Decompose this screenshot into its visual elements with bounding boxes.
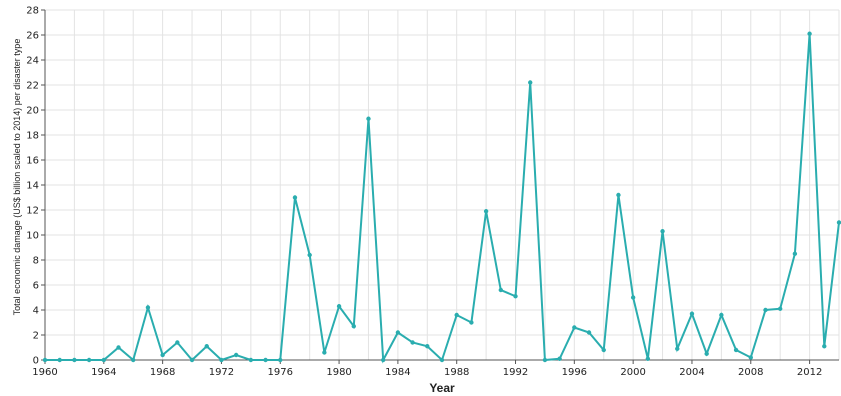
data-point (292, 195, 298, 200)
y-tick-label: 26 (26, 31, 39, 42)
data-point (278, 357, 283, 363)
data-point (542, 357, 548, 363)
data-point (763, 307, 768, 313)
data-point (351, 324, 356, 329)
data-point (601, 347, 606, 353)
x-axis-title: Year (429, 381, 455, 395)
data-point (792, 251, 798, 256)
data-point (689, 311, 695, 316)
data-point (248, 357, 254, 363)
data-point (72, 357, 77, 363)
y-tick-label: 20 (26, 106, 39, 117)
y-tick-label: 24 (26, 56, 39, 67)
y-tick-label: 18 (26, 131, 39, 142)
data-point (160, 352, 165, 358)
grid (44, 9, 840, 361)
data-point (454, 312, 459, 318)
data-point (557, 356, 562, 361)
x-tick-label: 1972 (209, 367, 234, 378)
data-point (748, 355, 753, 360)
data-point (675, 346, 680, 351)
y-tick-label: 6 (33, 281, 39, 292)
data-point (42, 357, 48, 363)
y-tick-label: 10 (26, 231, 39, 242)
data-point (380, 357, 386, 363)
data-point (733, 347, 739, 353)
data-point (322, 350, 327, 355)
y-tick-label: 28 (26, 6, 39, 17)
data-point (513, 294, 518, 299)
data-point (630, 295, 636, 300)
x-tick-label: 2000 (620, 367, 645, 378)
data-point (101, 357, 107, 363)
x-tick-label: 2012 (797, 367, 822, 378)
data-point (233, 352, 239, 358)
axes (41, 9, 839, 364)
series-line (45, 33, 840, 364)
data-point (366, 116, 371, 121)
data-point (395, 330, 401, 335)
data-point (719, 312, 724, 318)
data-point (131, 357, 136, 363)
y-tick-label: 22 (26, 81, 39, 92)
data-point (469, 320, 474, 325)
data-point (777, 306, 783, 311)
data-point (528, 80, 533, 85)
data-point (498, 287, 504, 293)
x-tick-label: 1996 (562, 367, 587, 378)
y-tick-label: 0 (33, 356, 39, 367)
data-point (836, 220, 841, 225)
data-point (116, 345, 121, 350)
data-point (425, 344, 430, 349)
data-point (189, 357, 195, 363)
data-point (336, 304, 342, 309)
data-point (704, 351, 709, 356)
y-tick-label: 16 (26, 156, 39, 167)
data-point (145, 305, 151, 310)
series (42, 31, 841, 364)
data-point (572, 325, 577, 330)
data-point (822, 344, 827, 349)
data-point (807, 31, 812, 36)
data-point (616, 192, 621, 198)
x-tick-label: 1980 (326, 367, 351, 378)
x-tick-label: 1988 (444, 367, 469, 378)
data-point (219, 357, 224, 363)
data-point (439, 357, 445, 363)
data-point (307, 252, 312, 258)
data-point (645, 356, 651, 361)
x-tick-label: 2008 (738, 367, 763, 378)
x-tick-labels: 1960 1964 1968 1972 1976 1980 1984 1988 1992 1996… (32, 367, 822, 378)
data-point (410, 340, 415, 345)
data-point (175, 340, 180, 345)
data-point (483, 209, 489, 214)
data-point (57, 357, 62, 363)
x-tick-label: 1960 (32, 367, 57, 378)
y-axis-title: Total economic damage (US$ billion scale… (12, 39, 22, 316)
y-tick-label: 2 (33, 331, 39, 342)
data-point (263, 357, 268, 363)
data-point (586, 330, 592, 335)
y-tick-label: 4 (33, 306, 39, 317)
x-tick-label: 1984 (385, 367, 410, 378)
data-point (660, 229, 665, 234)
x-tick-label: 1964 (91, 367, 116, 378)
x-tick-label: 1976 (268, 367, 293, 378)
x-tick-label: 1968 (150, 367, 175, 378)
data-point (204, 344, 209, 349)
y-tick-label: 8 (33, 256, 39, 267)
x-tick-label: 1992 (503, 367, 528, 378)
y-tick-label: 12 (26, 206, 39, 217)
data-point (86, 357, 92, 363)
y-tick-label: 14 (26, 181, 39, 192)
x-tick-label: 2004 (679, 367, 704, 378)
